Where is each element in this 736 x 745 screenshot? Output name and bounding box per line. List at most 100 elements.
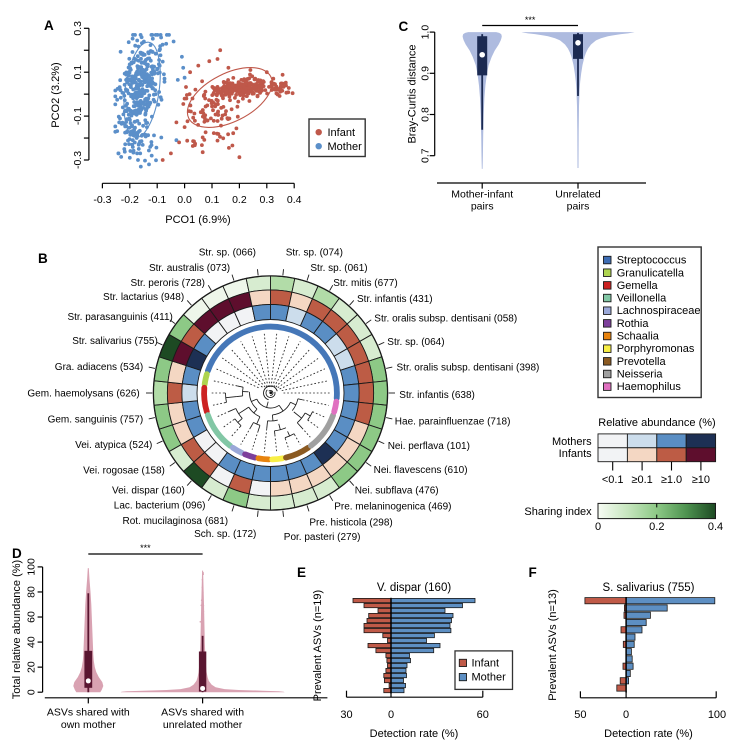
svg-text:Total relative abundance (%): Total relative abundance (%) — [11, 560, 23, 699]
svg-text:Lac. bacterium (096): Lac. bacterium (096) — [114, 501, 206, 512]
svg-text:60: 60 — [477, 709, 489, 721]
svg-text:-0.3: -0.3 — [72, 151, 84, 169]
svg-text:Infant: Infant — [472, 657, 500, 669]
svg-text:F: F — [529, 565, 537, 580]
svg-text:Nei. subflava (476): Nei. subflava (476) — [355, 486, 439, 497]
svg-text:own mother: own mother — [61, 719, 116, 731]
svg-text:E: E — [297, 565, 306, 580]
svg-text:Mother-infant: Mother-infant — [451, 189, 513, 201]
svg-text:0.4: 0.4 — [708, 521, 723, 533]
svg-text:≥1.0: ≥1.0 — [661, 474, 682, 486]
svg-text:Hae. parainfluenzae (718): Hae. parainfluenzae (718) — [395, 416, 511, 427]
svg-text:Vei. atypica (524): Vei. atypica (524) — [75, 440, 152, 451]
svg-text:A: A — [44, 18, 54, 33]
svg-text:Prevotella: Prevotella — [617, 356, 667, 368]
svg-text:0.8: 0.8 — [420, 107, 432, 122]
svg-text:Gra. adiacens (534): Gra. adiacens (534) — [55, 362, 143, 373]
svg-text:pairs: pairs — [471, 201, 494, 213]
svg-text:Str. sp. (061): Str. sp. (061) — [310, 263, 367, 274]
svg-text:Veillonella: Veillonella — [617, 293, 667, 305]
svg-text:-0.1: -0.1 — [72, 107, 84, 125]
svg-text:unrelated mother: unrelated mother — [163, 719, 243, 731]
svg-text:Porphyromonas: Porphyromonas — [617, 343, 695, 355]
svg-text:0.3: 0.3 — [72, 21, 84, 36]
svg-text:***: *** — [140, 543, 151, 553]
svg-text:-0.2: -0.2 — [121, 194, 139, 206]
svg-text:***: *** — [525, 15, 536, 25]
svg-text:Unrelated: Unrelated — [555, 189, 601, 201]
svg-text:Granulicatella: Granulicatella — [617, 267, 685, 279]
svg-text:pairs: pairs — [567, 201, 590, 213]
svg-text:Str. salivarius (755): Str. salivarius (755) — [72, 336, 158, 347]
svg-text:Streptococcus: Streptococcus — [617, 255, 687, 267]
svg-text:Str. sp. (066): Str. sp. (066) — [199, 248, 256, 259]
svg-text:0.9: 0.9 — [420, 66, 432, 81]
svg-text:Lachnospiraceae: Lachnospiraceae — [617, 305, 701, 317]
svg-text:Sch. sp. (172): Sch. sp. (172) — [194, 529, 256, 540]
svg-text:Sharing index: Sharing index — [524, 506, 592, 518]
svg-text:Gem. sanguinis (757): Gem. sanguinis (757) — [48, 414, 144, 425]
svg-text:Haemophilus: Haemophilus — [617, 381, 682, 393]
svg-text:0: 0 — [595, 521, 601, 533]
svg-text:0.7: 0.7 — [420, 148, 432, 163]
svg-text:Str. australis (073): Str. australis (073) — [149, 263, 230, 274]
svg-text:0.1: 0.1 — [72, 65, 84, 80]
svg-text:Vei. rogosae (158): Vei. rogosae (158) — [83, 465, 165, 476]
svg-text:0: 0 — [388, 709, 394, 721]
svg-text:Detection rate (%): Detection rate (%) — [370, 728, 459, 740]
svg-text:Detection rate (%): Detection rate (%) — [604, 728, 693, 740]
svg-text:Str. infantis (638): Str. infantis (638) — [399, 390, 475, 401]
svg-text:C: C — [399, 19, 409, 34]
svg-text:ASVs shared with: ASVs shared with — [161, 707, 244, 719]
svg-text:0.3: 0.3 — [259, 194, 274, 206]
svg-text:Mother: Mother — [472, 672, 507, 684]
svg-text:-0.3: -0.3 — [93, 194, 111, 206]
svg-text:B: B — [38, 251, 48, 266]
svg-text:<0.1: <0.1 — [602, 474, 624, 486]
svg-text:Gem. haemolysans (626): Gem. haemolysans (626) — [27, 388, 139, 399]
svg-text:Mothers: Mothers — [552, 436, 592, 448]
svg-text:Neisseria: Neisseria — [617, 369, 664, 381]
svg-text:Pre. histicola (298): Pre. histicola (298) — [309, 518, 392, 529]
svg-text:S. salivarius (755): S. salivarius (755) — [602, 582, 694, 594]
svg-text:Prevalent ASVs (n=13): Prevalent ASVs (n=13) — [547, 589, 559, 701]
svg-text:Bray-Curtis distance: Bray-Curtis distance — [407, 44, 419, 143]
svg-text:0.4: 0.4 — [287, 194, 302, 206]
svg-text:PCO1 (6.9%): PCO1 (6.9%) — [165, 214, 230, 226]
svg-text:Str. oralis subsp. dentisani (: Str. oralis subsp. dentisani (058) — [374, 313, 517, 324]
svg-text:≥10: ≥10 — [692, 474, 710, 486]
svg-text:Str. sp. (064): Str. sp. (064) — [387, 337, 444, 348]
svg-text:0.2: 0.2 — [232, 194, 247, 206]
svg-text:0: 0 — [623, 709, 629, 721]
svg-text:Por. pasteri (279): Por. pasteri (279) — [284, 532, 361, 543]
svg-text:Infant: Infant — [328, 127, 356, 139]
svg-text:Str. peroris (728): Str. peroris (728) — [131, 278, 205, 289]
svg-text:Str. parasanguinis (411): Str. parasanguinis (411) — [67, 312, 172, 323]
svg-text:100: 100 — [26, 558, 38, 576]
svg-text:40: 40 — [26, 636, 38, 648]
svg-text:Str. mitis (677): Str. mitis (677) — [333, 278, 397, 289]
svg-text:Str. infantis (431): Str. infantis (431) — [357, 294, 433, 305]
svg-text:20: 20 — [26, 661, 38, 673]
svg-text:100: 100 — [708, 709, 726, 721]
svg-text:Nei. perflava (101): Nei. perflava (101) — [388, 441, 470, 452]
svg-text:80: 80 — [26, 586, 38, 598]
svg-text:50: 50 — [574, 709, 586, 721]
svg-text:PCO2 (3.2%): PCO2 (3.2%) — [50, 62, 62, 127]
svg-text:Vei. dispar (160): Vei. dispar (160) — [112, 486, 185, 497]
svg-text:Schaalia: Schaalia — [617, 331, 660, 343]
svg-text:Gemella: Gemella — [617, 280, 659, 292]
svg-text:Str. oralis subsp. dentisani (: Str. oralis subsp. dentisani (398) — [397, 363, 540, 374]
svg-text:V. dispar (160): V. dispar (160) — [377, 582, 452, 594]
svg-text:60: 60 — [26, 611, 38, 623]
svg-text:ASVs shared with: ASVs shared with — [47, 707, 130, 719]
svg-text:Relative abundance (%): Relative abundance (%) — [598, 417, 715, 429]
svg-text:Infants: Infants — [559, 448, 593, 460]
svg-text:0.2: 0.2 — [649, 521, 664, 533]
svg-text:Pre. melaninogenica (469): Pre. melaninogenica (469) — [334, 502, 451, 513]
svg-text:Nei. flavescens (610): Nei. flavescens (610) — [374, 465, 468, 476]
svg-text:Mother: Mother — [328, 141, 363, 153]
svg-text:0: 0 — [26, 689, 38, 695]
svg-text:30: 30 — [340, 709, 352, 721]
svg-text:0.1: 0.1 — [205, 194, 220, 206]
